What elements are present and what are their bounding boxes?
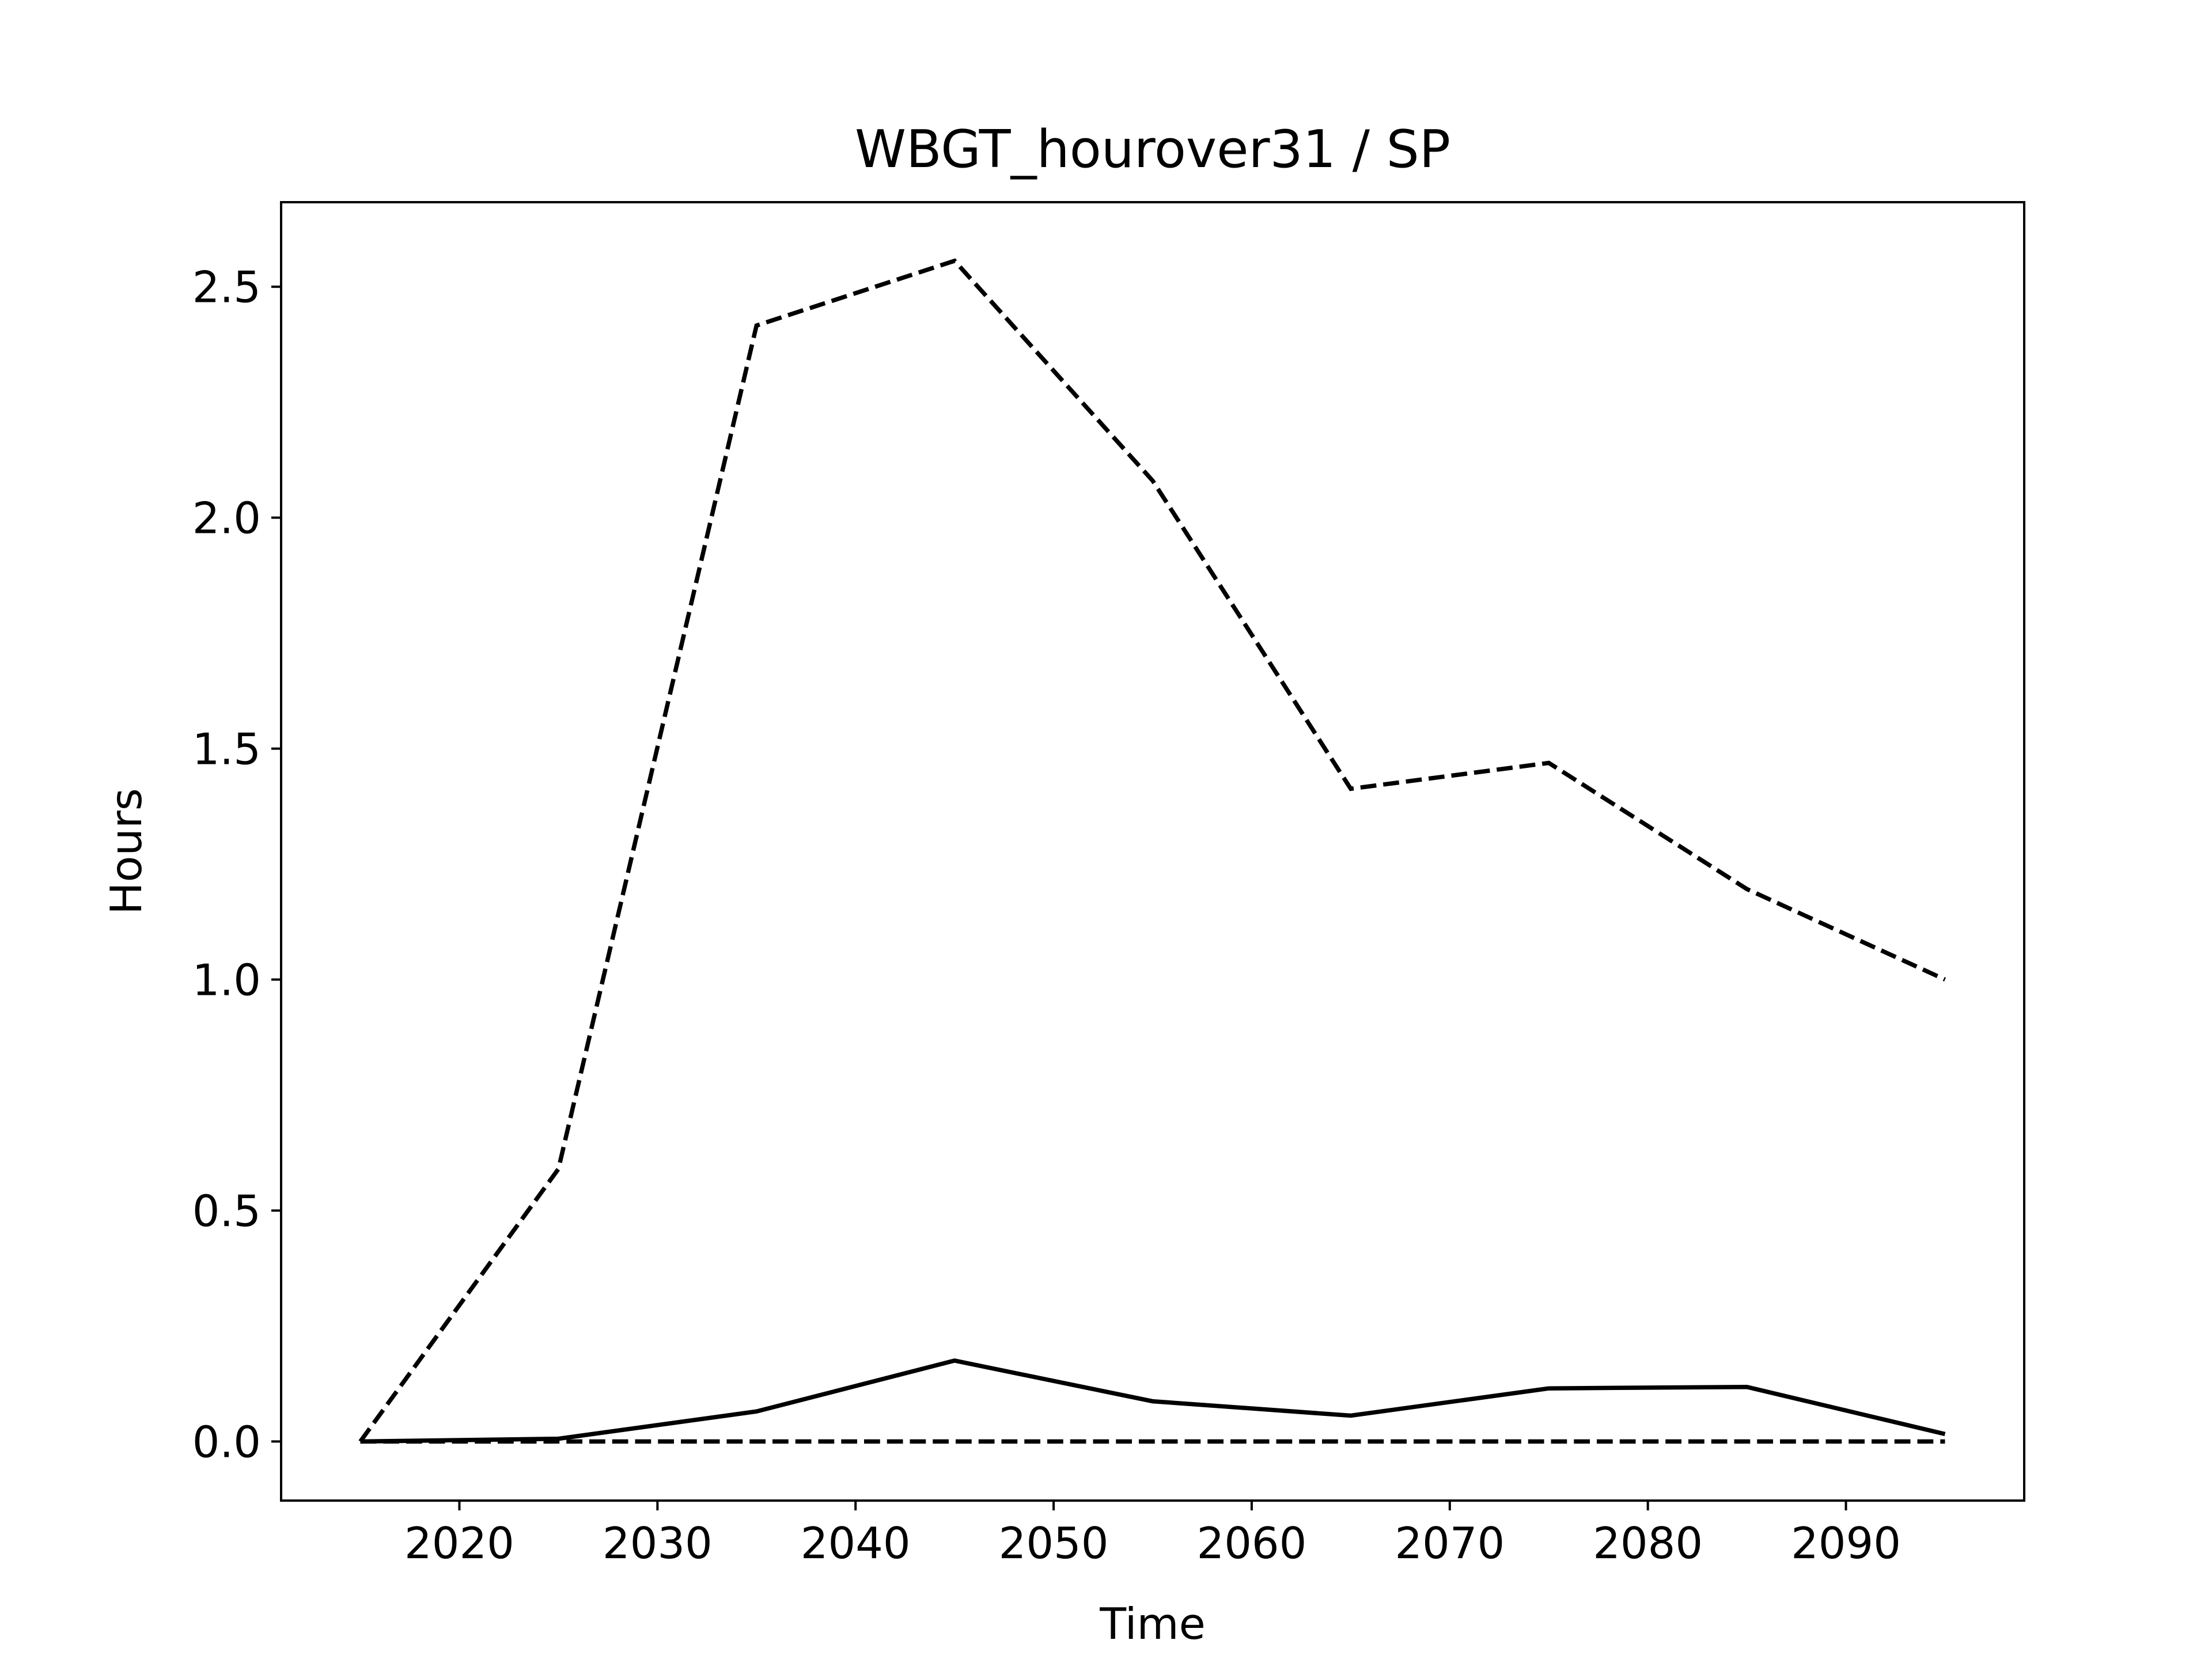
y-tick-label: 1.0 bbox=[192, 955, 261, 1006]
chart-title: WBGT_hourover31 / SP bbox=[855, 119, 1450, 180]
line-series bbox=[360, 1358, 1946, 1444]
x-tick-label: 2070 bbox=[1395, 1518, 1505, 1569]
y-tick-label: 0.5 bbox=[192, 1185, 261, 1236]
line-series bbox=[358, 258, 1946, 1443]
plot-frame bbox=[280, 201, 2025, 1502]
y-tick-label: 2.0 bbox=[192, 493, 261, 544]
y-tick-label: 1.5 bbox=[192, 724, 261, 775]
x-tick-label: 2020 bbox=[404, 1518, 514, 1569]
y-tick-label: 0.0 bbox=[192, 1416, 261, 1467]
x-tick-label: 2060 bbox=[1196, 1518, 1306, 1569]
y-axis-label: Hours bbox=[101, 788, 151, 915]
x-axis-label: Time bbox=[1099, 1599, 1206, 1649]
x-tick-label: 2030 bbox=[603, 1518, 713, 1569]
x-tick-label: 2080 bbox=[1593, 1518, 1703, 1569]
x-tick-label: 2050 bbox=[999, 1518, 1109, 1569]
y-tick-label: 2.5 bbox=[192, 262, 261, 313]
x-tick-label: 2090 bbox=[1791, 1518, 1901, 1569]
x-tick-label: 2040 bbox=[801, 1518, 911, 1569]
